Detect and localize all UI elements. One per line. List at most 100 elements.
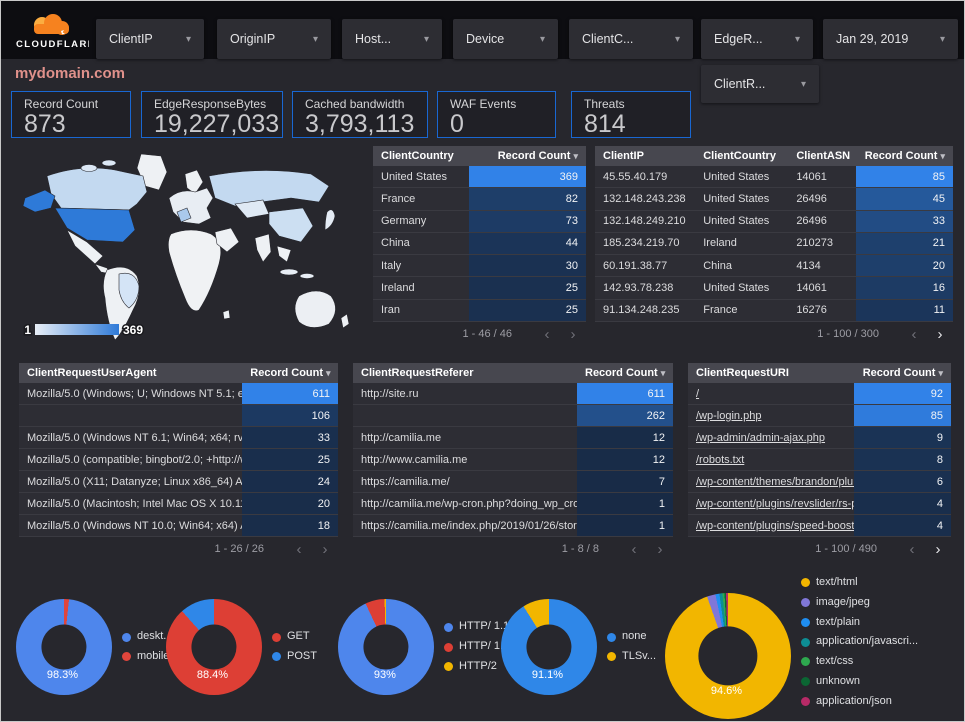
table-row[interactable]: https://camilia.me/7 <box>353 471 673 493</box>
table-row[interactable]: http://www.camilia.me 12 <box>353 449 673 471</box>
table-row[interactable]: United States 369 <box>373 166 586 189</box>
filter-chip-device[interactable]: Device ▾ <box>453 19 558 59</box>
table-cell[interactable]: /wp-content/plugins/revslider/rs-p... <box>696 497 854 510</box>
scorecard-waf-events: WAF Events 0 <box>437 91 556 138</box>
donut-chart-http-method: 88.4% <box>166 599 262 695</box>
table-row[interactable]: Italy 30 <box>373 255 586 278</box>
filter-chip-jan292019[interactable]: Jan 29, 2019 ▾ <box>823 19 958 59</box>
legend-dot-icon <box>607 632 616 642</box>
next-page-icon[interactable]: › <box>657 540 663 558</box>
column-header[interactable]: Record Count ▾ <box>862 367 943 379</box>
prev-page-icon[interactable]: ‹ <box>909 540 915 558</box>
filter-chip-label: ClientC... <box>582 32 634 46</box>
prev-page-icon[interactable]: ‹ <box>544 325 550 343</box>
table-cell: 1 <box>577 515 673 536</box>
table-row[interactable]: Mozilla/5.0 (Windows NT 10.0; Win64; x64… <box>19 515 338 537</box>
filter-chip-host[interactable]: Host... ▾ <box>342 19 442 59</box>
table-cell: 92 <box>853 383 951 404</box>
table-cell: Iran <box>381 304 400 317</box>
next-page-icon[interactable]: › <box>322 540 328 558</box>
table-cell: 12 <box>577 449 673 470</box>
table-row[interactable]: 91.134.248.235 France 16276 11 <box>595 299 953 322</box>
donut-chart-device-type: 98.3% <box>16 599 112 695</box>
prev-page-icon[interactable]: ‹ <box>631 540 637 558</box>
table-cell: United States <box>381 170 448 183</box>
table-cell[interactable]: /wp-content/plugins/speed-booste... <box>696 519 854 532</box>
table-cell[interactable]: /wp-admin/admin-ajax.php <box>696 431 826 444</box>
donut-hole <box>41 624 87 670</box>
table-cell[interactable]: /wp-login.php <box>696 409 762 422</box>
scorecard-label: Threats <box>584 97 625 111</box>
table-cell: 33 <box>242 427 338 448</box>
table-row[interactable]: 106 <box>19 405 338 427</box>
table-cell: China <box>703 259 732 272</box>
table-row[interactable]: 132.148.243.238 United States 26496 45 <box>595 188 953 211</box>
table-row[interactable]: /wp-content/themes/brandon/plu... 6 <box>688 471 951 493</box>
filter-chip-edger[interactable]: EdgeR... ▾ <box>701 19 813 59</box>
column-header[interactable]: ClientCountry <box>703 150 776 162</box>
column-header[interactable]: ClientASN <box>796 150 851 162</box>
table-row[interactable]: 142.93.78.238 United States 14061 16 <box>595 277 953 300</box>
legend-dot-icon <box>122 632 131 642</box>
table-cell[interactable]: /wp-content/themes/brandon/plu... <box>696 475 854 488</box>
filter-chip-originip[interactable]: OriginIP ▾ <box>217 19 331 59</box>
column-header[interactable]: Record Count ▾ <box>585 367 666 379</box>
table-row[interactable]: China 44 <box>373 232 586 256</box>
table-row[interactable]: / 92 <box>688 383 951 405</box>
column-header[interactable]: Record Count ▾ <box>864 150 945 162</box>
table-row[interactable]: http://camilia.me 12 <box>353 427 673 449</box>
table-cell[interactable]: /robots.txt <box>696 453 745 466</box>
table-cell: 20 <box>242 493 338 514</box>
column-header[interactable]: ClientIP <box>603 150 644 162</box>
prev-page-icon[interactable]: ‹ <box>911 325 917 343</box>
table-row[interactable]: /wp-admin/admin-ajax.php 9 <box>688 427 951 449</box>
prev-page-icon[interactable]: ‹ <box>296 540 302 558</box>
table-cell[interactable]: / <box>696 387 700 400</box>
table-row[interactable]: Mozilla/5.0 (compatible; bingbot/2.0; +h… <box>19 449 338 471</box>
next-page-icon[interactable]: › <box>935 540 941 558</box>
table-row[interactable]: http://camilia.me/wp-cron.php?doing_wp_c… <box>353 493 673 515</box>
table-row[interactable]: Mozilla/5.0 (X11; Datanyze; Linux x86_64… <box>19 471 338 493</box>
table-row[interactable]: 132.148.249.210 United States 26496 33 <box>595 210 953 233</box>
table-cell: 4 <box>853 493 951 514</box>
geo-map-chart: 1 369 <box>11 146 371 346</box>
sort-icon: ▾ <box>326 368 331 378</box>
table-row[interactable]: Mozilla/5.0 (Windows NT 6.1; Win64; x64;… <box>19 427 338 449</box>
table-cell: Mozilla/5.0 (compatible; bingbot/2.0; +h… <box>27 453 243 466</box>
table-row[interactable]: 60.191.38.77 China 4134 20 <box>595 255 953 278</box>
column-header[interactable]: ClientRequestUserAgent <box>27 367 157 379</box>
table-row[interactable]: /wp-login.php 85 <box>688 405 951 427</box>
table-row[interactable]: 262 <box>353 405 673 427</box>
column-header[interactable]: Record Count ▾ <box>250 367 331 379</box>
filter-chip-clientrequest[interactable]: ClientR... ▾ <box>701 65 819 103</box>
table-row[interactable]: /wp-content/plugins/revslider/rs-p... 4 <box>688 493 951 515</box>
filter-chip-clientip[interactable]: ClientIP ▾ <box>96 19 204 59</box>
legend-item: text/plain <box>801 616 918 630</box>
donut-http-method: 88.4% GET POST <box>166 599 317 695</box>
donut-http-protocol: 93% HTTP/ 1.1 HTTP/ 1.0 HTTP/2 <box>338 599 509 695</box>
table-row[interactable]: Ireland 25 <box>373 277 586 300</box>
table-row[interactable]: Mozilla/5.0 (Macintosh; Intel Mac OS X 1… <box>19 493 338 515</box>
table-row[interactable]: Germany 73 <box>373 210 586 233</box>
column-header[interactable]: ClientCountry <box>381 150 454 162</box>
table-row[interactable]: France 82 <box>373 188 586 211</box>
table-row[interactable]: Mozilla/5.0 (Windows; U; Windows NT 5.1;… <box>19 383 338 405</box>
column-header[interactable]: Record Count ▾ <box>497 150 578 162</box>
table-cell: 210273 <box>796 237 834 250</box>
column-header[interactable]: ClientRequestURI <box>696 367 789 379</box>
table-cell: 369 <box>468 166 586 188</box>
table-row[interactable]: /robots.txt 8 <box>688 449 951 471</box>
legend-item: text/html <box>801 576 918 590</box>
table-row[interactable]: /wp-content/plugins/speed-booste... 4 <box>688 515 951 537</box>
legend-item: none <box>607 630 656 644</box>
filter-chip-clientc[interactable]: ClientC... ▾ <box>569 19 693 59</box>
table-row[interactable]: http://site.ru 611 <box>353 383 673 405</box>
table-row[interactable]: Iran 25 <box>373 299 586 322</box>
column-header[interactable]: ClientRequestReferer <box>361 367 474 379</box>
table-row[interactable]: https://camilia.me/index.php/2019/01/26/… <box>353 515 673 537</box>
next-page-icon[interactable]: › <box>570 325 576 343</box>
next-page-icon[interactable]: › <box>937 325 943 343</box>
table-row[interactable]: 45.55.40.179 United States 14061 85 <box>595 166 953 189</box>
table-pagination: 1 - 46 / 46 ‹ › <box>373 322 586 346</box>
table-row[interactable]: 185.234.219.70 Ireland 210273 21 <box>595 232 953 256</box>
